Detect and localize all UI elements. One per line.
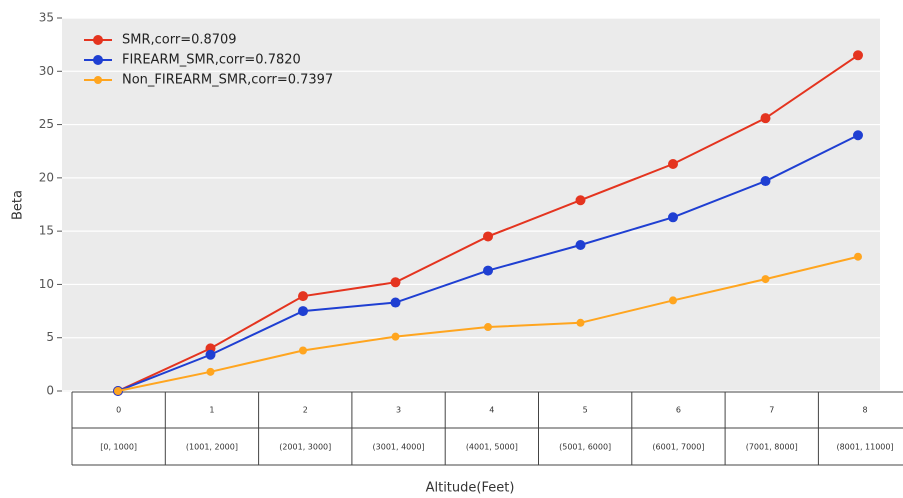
- table-cell: (8001, 11000]: [836, 443, 893, 452]
- point: [484, 323, 492, 332]
- legend-label: SMR,corr=0.8709: [122, 33, 237, 48]
- table-cell: 5: [583, 406, 588, 415]
- point: [483, 265, 493, 276]
- y-tick-label: 10: [39, 277, 54, 291]
- point: [668, 159, 678, 170]
- y-tick-label: 0: [46, 384, 54, 398]
- legend-marker: [93, 35, 103, 45]
- point: [483, 231, 493, 242]
- y-tick-label: 15: [39, 224, 54, 238]
- point: [390, 297, 401, 308]
- point: [298, 306, 308, 317]
- y-tick-label: 25: [39, 117, 54, 131]
- point: [854, 252, 862, 261]
- point: [575, 195, 586, 206]
- table-cell: 3: [396, 406, 401, 415]
- legend-marker: [94, 76, 102, 84]
- table-cell: 2: [303, 406, 308, 415]
- point: [761, 275, 770, 284]
- point: [205, 349, 216, 360]
- table-cell: 4: [489, 406, 494, 415]
- legend-label: Non_FIREARM_SMR,corr=0.7397: [122, 73, 333, 88]
- table-cell: 6: [676, 406, 681, 415]
- point: [298, 291, 308, 302]
- table-cell: (4001, 5000]: [466, 443, 518, 452]
- point: [853, 130, 863, 141]
- point: [853, 50, 863, 61]
- table-cell: (2001, 3000]: [279, 443, 331, 452]
- point: [668, 212, 678, 223]
- x-axis-label: Altitude(Feet): [426, 481, 515, 496]
- point: [669, 296, 677, 305]
- table-cell: 0: [116, 406, 121, 415]
- table-cell: (5001, 6000]: [559, 443, 611, 452]
- y-tick-label: 35: [39, 11, 54, 25]
- point: [114, 387, 122, 395]
- point: [575, 239, 586, 250]
- table-cell: 1: [209, 406, 214, 415]
- point: [390, 277, 401, 288]
- point: [391, 332, 400, 341]
- point: [760, 113, 771, 124]
- point: [576, 318, 585, 327]
- legend-label: FIREARM_SMR,corr=0.7820: [122, 53, 301, 68]
- point: [299, 346, 307, 355]
- y-tick-label: 5: [46, 330, 54, 344]
- y-tick-label: 20: [39, 170, 54, 184]
- table-cell: [0, 1000]: [100, 443, 137, 452]
- point: [206, 367, 215, 376]
- table-cell: 8: [863, 406, 868, 415]
- legend-marker: [93, 55, 103, 65]
- table-cell: 7: [769, 406, 774, 415]
- y-tick-label: 30: [39, 64, 54, 78]
- point: [760, 176, 771, 187]
- y-axis-label: Beta: [11, 190, 26, 220]
- table-cell: (3001, 4000]: [373, 443, 425, 452]
- table-cell: (7001, 8000]: [746, 443, 798, 452]
- table-cell: (6001, 7000]: [652, 443, 704, 452]
- table-cell: (1001, 2000]: [186, 443, 238, 452]
